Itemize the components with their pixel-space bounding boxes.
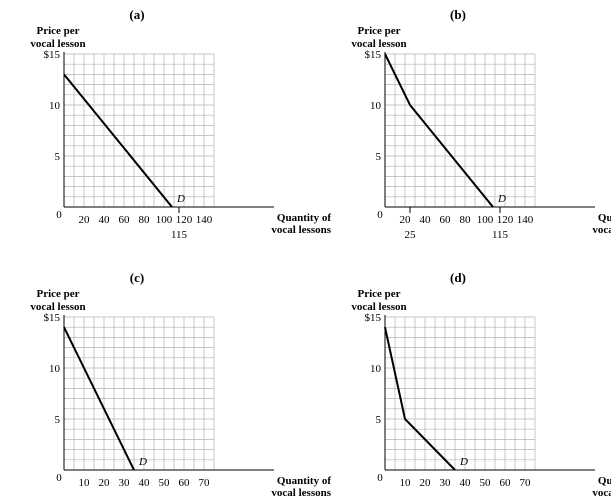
curve-label-d: D [497,193,506,205]
x-tick-label: 30 [440,477,452,489]
grid [64,53,215,207]
x-axis-title-line1: Quantity of [277,475,331,487]
y-axis-title-line2: vocal lesson [30,301,85,313]
x-extra-tick-label: 25 [405,229,417,241]
y-tick-label: $15 [365,49,382,61]
y-axis-title-line1: Price per [357,288,400,300]
grid [64,316,215,470]
x-tick-label: 50 [159,477,171,489]
x-tick-label: 100 [156,214,173,226]
x-tick-label: 20 [99,477,111,489]
x-origin-label: 0 [377,209,383,221]
x-tick-label: 10 [79,477,91,489]
x-axis-title-line1: Quantity of [598,475,611,487]
y-tick-label: 5 [55,414,61,426]
x-axis-title-line2: vocal lessons [271,487,331,499]
x-tick-label: 60 [119,214,131,226]
panel-title: (b) [450,7,466,22]
panel-title: (d) [450,270,466,285]
y-tick-label: 10 [370,363,382,375]
grid [385,53,536,207]
panel-title: (c) [130,270,144,285]
x-tick-label: 20 [79,214,91,226]
x-tick-label: 120 [497,214,514,226]
demand-curve [384,326,456,471]
x-axis-title-line2: vocal lessons [592,224,611,236]
y-axis-title-line2: vocal lesson [351,38,406,50]
x-tick-label: 80 [139,214,151,226]
y-tick-label: $15 [44,49,61,61]
x-extra-tick-label: 115 [492,229,509,241]
y-axis-title-line1: Price per [36,288,79,300]
y-tick-label: 10 [370,100,382,112]
grid [385,316,536,470]
x-tick-label: 10 [400,477,412,489]
x-extra-tick-label: 115 [171,229,188,241]
demand-curve [63,73,173,208]
y-axis-title-line2: vocal lesson [351,301,406,313]
x-tick-label: 30 [119,477,131,489]
x-tick-label: 40 [99,214,111,226]
x-tick-label: 40 [139,477,151,489]
x-axis-title-line1: Quantity of [598,212,611,224]
panel-title: (a) [129,7,144,22]
x-origin-label: 0 [377,472,383,484]
curve-label-d: D [176,193,185,205]
y-tick-label: 5 [376,414,382,426]
y-tick-label: 10 [49,100,61,112]
y-axis-title-line1: Price per [36,25,79,37]
x-origin-label: 0 [56,472,62,484]
x-tick-label: 60 [179,477,191,489]
x-tick-label: 100 [477,214,494,226]
x-tick-label: 60 [500,477,512,489]
y-tick-label: $15 [44,312,61,324]
x-axis-title-line2: vocal lessons [271,224,331,236]
x-tick-label: 120 [176,214,193,226]
x-tick-label: 20 [420,477,432,489]
x-origin-label: 0 [56,209,62,221]
y-tick-label: 10 [49,363,61,375]
x-axis-title-line1: Quantity of [277,212,331,224]
curve-label-d: D [138,456,147,468]
x-tick-label: 40 [420,214,432,226]
x-tick-label: 50 [480,477,492,489]
x-tick-label: 140 [196,214,213,226]
demand-curve [63,326,135,471]
y-tick-label: 5 [376,151,382,163]
y-tick-label: 5 [55,151,61,163]
curve-label-d: D [459,456,468,468]
demand-curve [384,53,494,208]
x-tick-label: 70 [199,477,211,489]
y-tick-label: $15 [365,312,382,324]
x-tick-label: 70 [520,477,532,489]
x-tick-label: 20 [400,214,412,226]
x-tick-label: 40 [460,477,472,489]
x-tick-label: 60 [440,214,452,226]
x-axis-title-line2: vocal lessons [592,487,611,499]
y-axis-title-line2: vocal lesson [30,38,85,50]
y-axis-title-line1: Price per [357,25,400,37]
x-tick-label: 140 [517,214,534,226]
x-tick-label: 80 [460,214,472,226]
